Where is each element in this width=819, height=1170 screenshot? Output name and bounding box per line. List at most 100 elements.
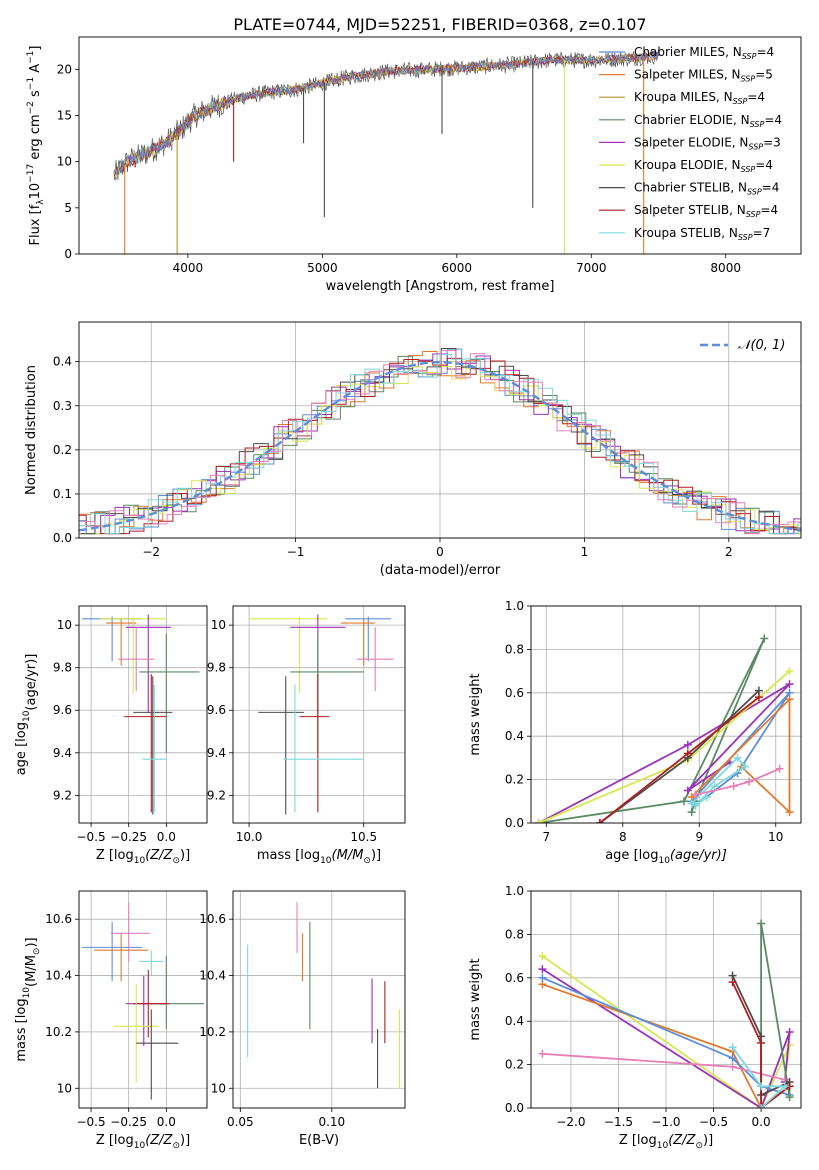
y-tick-label: 0.6 bbox=[505, 686, 524, 700]
weight-marker bbox=[785, 667, 794, 676]
legend-label: Kroupa STELIB, NSSP=7 bbox=[634, 226, 770, 242]
weight-marker bbox=[728, 1062, 737, 1071]
weight-marker bbox=[691, 801, 700, 810]
x-tick-label: 0.05 bbox=[227, 1115, 254, 1129]
x-tick-label: 0 bbox=[436, 545, 444, 559]
y-tick-label: 9.6 bbox=[207, 703, 226, 717]
x-tick-label: 0.0 bbox=[752, 1115, 771, 1129]
y-tick-label: 0.0 bbox=[53, 531, 72, 545]
x-tick-label: 10.0 bbox=[236, 830, 263, 844]
weight-marker bbox=[534, 819, 543, 823]
weight-vs-age-panel: 7 8 9 10 0.0 0.2 0.4 0.6 0.8 1.0 age [log10(age/yr… bbox=[468, 599, 802, 866]
histogram-series bbox=[80, 350, 801, 535]
y-tick-label: 9.8 bbox=[53, 661, 72, 675]
y-tick-label: 0.2 bbox=[505, 773, 524, 787]
gaussian-curve bbox=[79, 360, 801, 532]
legend-label: Salpeter ELODIE, NSSP=3 bbox=[634, 135, 781, 151]
legend-label: Chabrier STELIB, NSSP=4 bbox=[634, 181, 779, 197]
y-tick-label: 0.4 bbox=[505, 1014, 524, 1028]
weight-line bbox=[538, 638, 766, 823]
weight-marker bbox=[757, 919, 766, 928]
mass-vs-Z-panel: −0.5 −0.25 0.0 10 10.2 10.4 10.6 Z [log10(Z/Z⊙)… bbox=[14, 890, 208, 1151]
x-tick-label: 6000 bbox=[442, 261, 473, 275]
x-tick-label: 9 bbox=[695, 830, 703, 844]
weight-line bbox=[690, 697, 791, 815]
legend-label: Salpeter STELIB, NSSP=4 bbox=[634, 203, 778, 219]
y-tick-label: 0.1 bbox=[53, 487, 72, 501]
legend-label: 𝒩(0, 1) bbox=[738, 338, 785, 353]
y-tick-label: 1.0 bbox=[505, 884, 524, 898]
figure-title: PLATE=0744, MJD=52251, FIBERID=0368, z=0… bbox=[233, 15, 646, 34]
y-tick-label: 10.2 bbox=[199, 1025, 226, 1039]
weight-marker bbox=[775, 764, 784, 773]
x-axis-label: E(B-V) bbox=[299, 1133, 339, 1148]
weight-marker bbox=[683, 786, 692, 795]
weight-marker bbox=[757, 1038, 766, 1047]
y-tick-label: 5 bbox=[64, 201, 72, 215]
weight-marker bbox=[780, 1082, 789, 1091]
spectrum-line bbox=[113, 51, 659, 177]
weight-marker bbox=[785, 680, 794, 689]
age-vs-mass-panel: 10.0 10.5 9.2 9.4 9.6 9.8 10 mass [log10(M/M⊙)] bbox=[207, 605, 406, 866]
y-tick-label: 1.0 bbox=[505, 599, 524, 613]
weight-marker bbox=[728, 978, 737, 987]
weight-vs-Z-panel: −2.0 −1.5 −1.0 −0.5 0.0 0.0 0.2 0.4 0.6 0.8 1.0 Z [… bbox=[468, 884, 802, 1151]
axes-frame bbox=[78, 605, 208, 824]
mass-vs-EBV-panel: 0.05 0.10 10 10.2 10.4 10.6 E(B-V) bbox=[199, 890, 406, 1148]
weight-marker bbox=[760, 634, 769, 643]
y-tick-label: 9.4 bbox=[207, 746, 226, 760]
weight-marker bbox=[691, 790, 700, 799]
weight-marker bbox=[785, 1028, 794, 1037]
weight-marker bbox=[754, 693, 763, 702]
y-tick-label: 10.4 bbox=[45, 969, 72, 983]
x-axis-label: mass [log10(M/M⊙)] bbox=[257, 848, 381, 866]
x-tick-label: −0.5 bbox=[76, 830, 105, 844]
mass-vs-EBV-points bbox=[247, 902, 401, 1089]
y-tick-label: 0.0 bbox=[505, 816, 524, 830]
x-tick-label: 10 bbox=[768, 830, 783, 844]
x-tick-label: 5000 bbox=[307, 261, 338, 275]
y-tick-label: 10 bbox=[211, 618, 226, 632]
weight-marker bbox=[683, 749, 692, 758]
histogram-series bbox=[79, 357, 801, 535]
legend-label: Salpeter MILES, NSSP=5 bbox=[634, 68, 773, 84]
x-tick-label: −0.5 bbox=[699, 1115, 728, 1129]
weight-marker bbox=[702, 792, 711, 801]
spectrum-panel: 4000 5000 6000 7000 8000 0 5 10 15 20 wavelength [… bbox=[26, 36, 802, 294]
y-tick-label: 0.6 bbox=[505, 971, 524, 985]
weight-marker bbox=[710, 782, 719, 791]
weight-marker bbox=[744, 777, 753, 786]
y-tick-label: 20 bbox=[57, 62, 72, 76]
y-tick-label: 9.4 bbox=[53, 746, 72, 760]
x-tick-label: 0.0 bbox=[157, 830, 176, 844]
y-tick-label: 9.8 bbox=[207, 661, 226, 675]
axes-frame bbox=[232, 605, 406, 824]
axes-frame bbox=[530, 890, 802, 1109]
weight-marker bbox=[538, 973, 547, 982]
y-axis-label: mass weight bbox=[468, 958, 483, 1040]
x-tick-label: 1 bbox=[581, 545, 589, 559]
weight-marker bbox=[538, 952, 547, 961]
y-tick-label: 10 bbox=[57, 1081, 72, 1095]
weight-marker bbox=[785, 808, 794, 817]
x-axis-label: Z [log10(Z/Z⊙)] bbox=[96, 848, 190, 866]
x-axis-label: (data-model)/error bbox=[380, 563, 501, 578]
histogram-series bbox=[79, 354, 801, 535]
residuals-panel: −2 −1 0 1 2 0.0 0.1 0.2 0.3 0.4 (data-model)/error… bbox=[24, 321, 802, 578]
legend-label: Kroupa MILES, NSSP=4 bbox=[634, 90, 765, 106]
y-tick-label: 10.2 bbox=[45, 1025, 72, 1039]
weight-marker bbox=[785, 1093, 794, 1102]
y-axis-label: Flux [fλ10−17 erg cm−2 s−1 A−1] bbox=[26, 46, 46, 246]
x-tick-label: −1.5 bbox=[604, 1115, 633, 1129]
x-tick-label: 0.0 bbox=[157, 1115, 176, 1129]
legend-label: Chabrier ELODIE, NSSP=4 bbox=[634, 113, 782, 129]
weight-marker bbox=[741, 762, 750, 771]
y-tick-label: 0 bbox=[64, 247, 72, 261]
age-vs-Z-panel: −0.5 −0.25 0.0 9.2 9.4 9.6 9.8 10 Z [log10(Z/Z⊙)… bbox=[14, 605, 208, 866]
y-tick-label: 10 bbox=[57, 155, 72, 169]
weight-line bbox=[731, 981, 791, 1108]
legend-label: Chabrier MILES, NSSP=4 bbox=[634, 45, 774, 61]
x-tick-label: 10.5 bbox=[350, 830, 377, 844]
x-tick-label: −0.5 bbox=[76, 1115, 105, 1129]
